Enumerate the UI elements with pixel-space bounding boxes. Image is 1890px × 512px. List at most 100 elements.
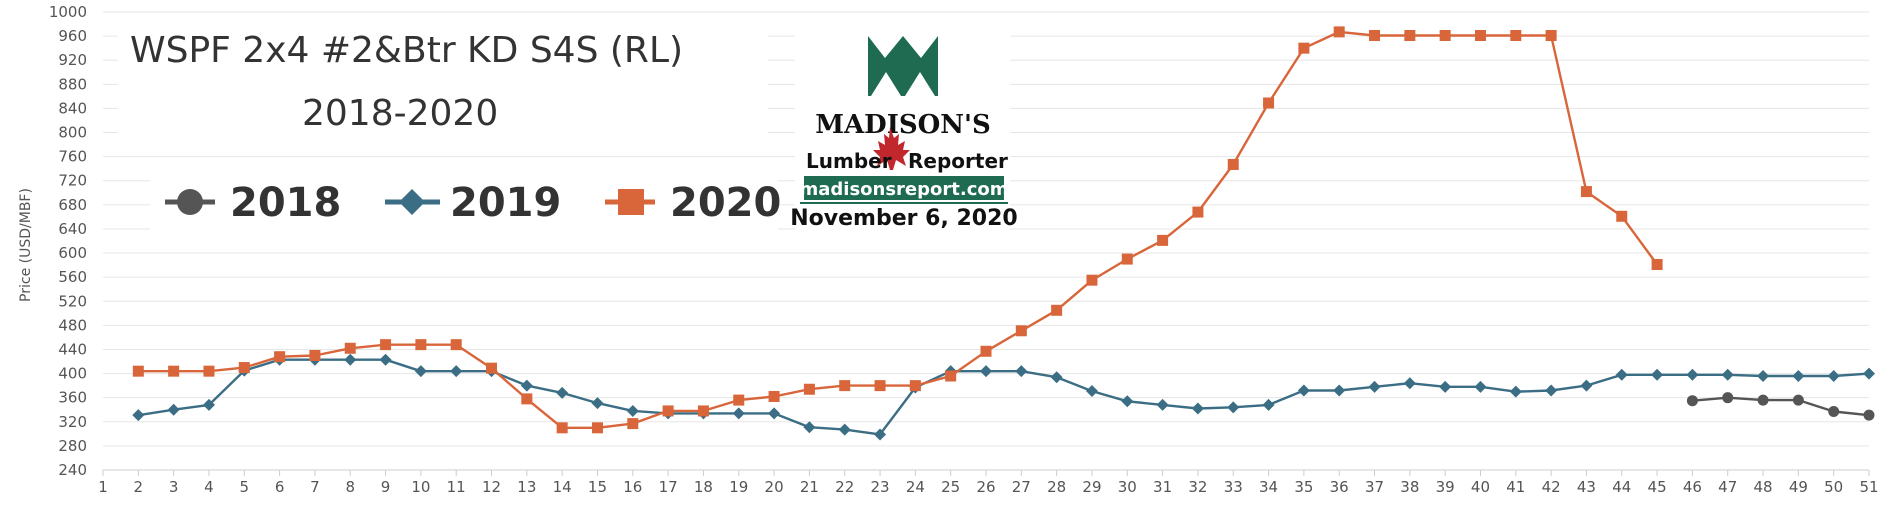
data-point-2019 [1050,371,1063,384]
data-point-2020 [1192,206,1204,218]
data-point-2020 [1369,30,1381,42]
data-point-2019 [768,407,781,420]
logo-url: madisonsreport.com [799,179,1008,200]
y-tick-label: 640 [58,220,87,238]
data-point-2020 [1545,30,1557,42]
data-point-2020 [803,383,815,395]
data-point-2020 [1474,30,1486,42]
data-point-2020 [450,339,462,351]
legend-marker-2019 [399,189,425,215]
x-tick-label: 8 [345,478,355,496]
x-tick-label: 2 [134,478,144,496]
data-point-2019 [1757,369,1770,382]
title-background [118,28,768,136]
x-tick-label: 42 [1542,478,1561,496]
maple-leaf-icon [873,127,910,170]
series-2019 [132,353,1875,441]
y-axis-ticks: 240 280 320 360 400 440 480 520 560 600 640 680 720 7… [49,3,87,479]
x-tick-label: 41 [1506,478,1525,496]
y-tick-label: 320 [58,413,87,431]
data-point-2020 [274,351,286,363]
x-tick-label: 21 [800,478,819,496]
y-tick-label: 880 [58,75,87,93]
x-tick-label: 47 [1718,478,1737,496]
x-tick-label: 26 [976,478,995,496]
y-tick-label: 840 [58,99,87,117]
data-point-2020 [486,362,498,374]
data-point-2020 [980,345,992,357]
data-point-2019 [202,398,215,411]
logo-sub-left: Lumber [806,149,892,173]
data-point-2020 [344,342,356,354]
x-tick-label: 9 [381,478,391,496]
x-axis-ticks: 1 2 3 4 5 6 7 8 9 10 11 12 13 14 15 16 17 18 19 20 21 22 23 24 2… [98,469,1879,496]
data-point-2019 [874,428,887,441]
legend-item-2018: 2018 [165,180,341,226]
y-tick-label: 800 [58,124,87,142]
data-point-2019 [1262,398,1275,411]
data-point-2020 [1651,259,1663,271]
data-point-2020 [1015,325,1027,337]
data-point-2019 [1580,379,1593,392]
chart-title-line1: WSPF 2x4 #2&Btr KD S4S (RL) [130,30,683,71]
legend-label-2020: 2020 [670,180,781,226]
data-point-2018 [1757,394,1769,406]
x-tick-label: 14 [553,478,572,496]
report-date: November 6, 2020 [790,206,1017,231]
data-point-2019 [591,397,604,410]
x-tick-label: 19 [729,478,748,496]
data-point-2019 [1863,367,1875,380]
data-point-2020 [1157,234,1169,246]
data-point-2019 [1721,368,1734,381]
x-tick-label: 18 [694,478,713,496]
data-point-2019 [414,365,427,378]
y-tick-label: 760 [58,148,87,166]
data-point-2019 [132,409,145,422]
x-tick-label: 22 [835,478,854,496]
x-tick-label: 6 [275,478,285,496]
legend-label-2019: 2019 [450,180,561,226]
logo-url-band [804,176,1004,200]
y-tick-label: 440 [58,340,87,358]
data-point-2019 [520,379,533,392]
title-block: WSPF 2x4 #2&Btr KD S4S (RL) 2018-2020 [118,28,768,136]
data-point-2019 [1015,365,1028,378]
x-tick-label: 12 [482,478,501,496]
data-point-2019 [1545,384,1558,397]
data-point-2020 [380,339,392,351]
x-tick-label: 39 [1436,478,1455,496]
data-point-2019 [1827,369,1840,382]
x-tick-label: 20 [765,478,784,496]
data-point-2020 [627,418,639,430]
data-point-2018 [1722,392,1734,404]
data-point-2019 [626,404,639,417]
data-point-2019 [732,407,745,420]
y-tick-label: 280 [58,437,87,455]
legend-background [150,168,778,236]
data-point-2020 [556,422,568,434]
series-2018 [1686,392,1875,421]
legend-label-2018: 2018 [230,180,341,226]
legend: 2018 2019 2020 [150,168,781,236]
chart-title-line2: 2018-2020 [302,93,498,134]
data-point-2020 [1333,26,1345,38]
data-point-2019 [379,353,392,366]
data-point-2019 [1792,369,1805,382]
data-point-2020 [238,362,250,374]
x-tick-label: 37 [1365,478,1384,496]
data-point-2019 [803,421,816,434]
y-tick-label: 920 [58,51,87,69]
x-tick-label: 51 [1859,478,1878,496]
data-point-2020 [909,380,921,392]
x-tick-label: 13 [517,478,536,496]
data-point-2020 [662,405,674,417]
x-tick-label: 48 [1753,478,1772,496]
data-point-2019 [556,386,569,399]
series-line-2020 [138,30,1659,429]
series-line-2018 [1692,396,1870,417]
data-point-2020 [1510,30,1522,42]
data-point-2020 [1404,30,1416,42]
x-tick-label: 3 [169,478,179,496]
y-tick-label: 680 [58,196,87,214]
x-tick-label: 35 [1294,478,1313,496]
